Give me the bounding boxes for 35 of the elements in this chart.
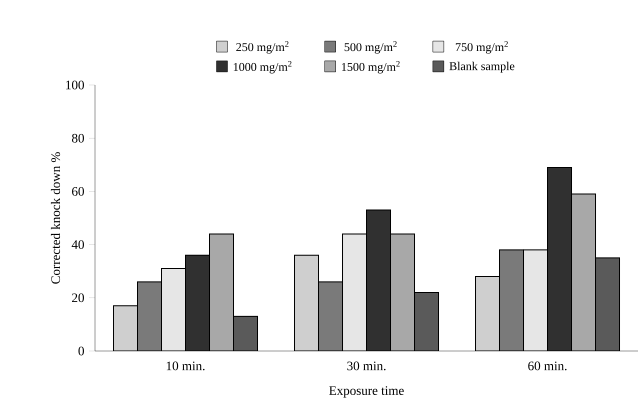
bar [137,281,162,351]
bar [113,305,138,351]
bar [595,257,620,351]
x-tick-label: 10 min. [166,362,205,370]
y-tick-label: 80 [72,134,84,143]
legend-label: 1500 mg/m$^{2}$ [342,60,400,74]
y-axis-title: Corrected knock down % [50,152,60,284]
legend-label: Blank sample [449,62,514,73]
bar [523,249,548,351]
x-tick-label: 60 min. [528,362,567,370]
legend-label: 500 mg/m$^{2}$ [344,41,397,54]
bar [547,166,572,351]
bar [318,281,344,351]
bar [185,254,210,351]
y-tick-label: 0 [78,346,84,356]
y-tick-label: 60 [72,187,84,196]
bar [161,268,186,351]
bar [475,276,500,351]
x-tick-label: 30 min. [347,362,386,370]
y-tick-label: 40 [72,240,84,249]
bar [294,254,320,351]
y-tick-label: 20 [72,293,84,302]
bar [366,210,392,351]
bar [499,249,524,351]
bar [209,233,234,351]
bar [233,316,258,351]
y-tick-label: 100 [66,80,84,90]
bar [390,233,416,351]
bar [414,292,440,351]
x-axis-title: Exposure time [329,386,404,398]
legend-label: 250 mg/m$^{2}$ [236,41,288,54]
bar [342,233,368,351]
legend-label: 1000 mg/m$^{2}$ [234,60,292,74]
bar [571,194,596,351]
legend-label: 750 mg/m$^{2}$ [456,41,508,54]
